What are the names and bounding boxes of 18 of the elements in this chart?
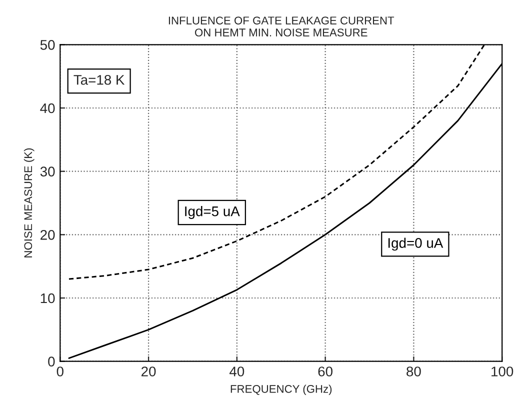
text: Igd=0 uA: [388, 238, 444, 251]
x-tick-label: 40: [230, 366, 244, 376]
y-tick-label: 10: [40, 293, 55, 304]
y-axis-title: NOISE MEASURE (K): [24, 148, 34, 258]
y-tick-label: 40: [40, 103, 55, 114]
series-label: Igd=5 uA: [185, 206, 240, 219]
annotation: Ta=18 K: [74, 74, 125, 85]
x-tick-label: 60: [318, 366, 332, 376]
x-tick-label: 80: [406, 366, 421, 376]
y-tick-label: 0: [48, 356, 55, 367]
y-tick-label: 20: [40, 230, 55, 240]
x-tick-label: 20: [142, 366, 156, 376]
x-tick-label: 0: [56, 366, 64, 376]
chart-title: INFLUENCE OF GATE LEAKAGE CURRENT ON HEMT MIN. NOISE MEASURE: [168, 16, 394, 36]
x-axis-title: FREQUENCY (GHz): [230, 384, 332, 396]
y-tick-label: 30: [40, 166, 55, 176]
y-tick-label: 50: [40, 40, 55, 50]
x-tick-label: 100: [492, 366, 514, 376]
